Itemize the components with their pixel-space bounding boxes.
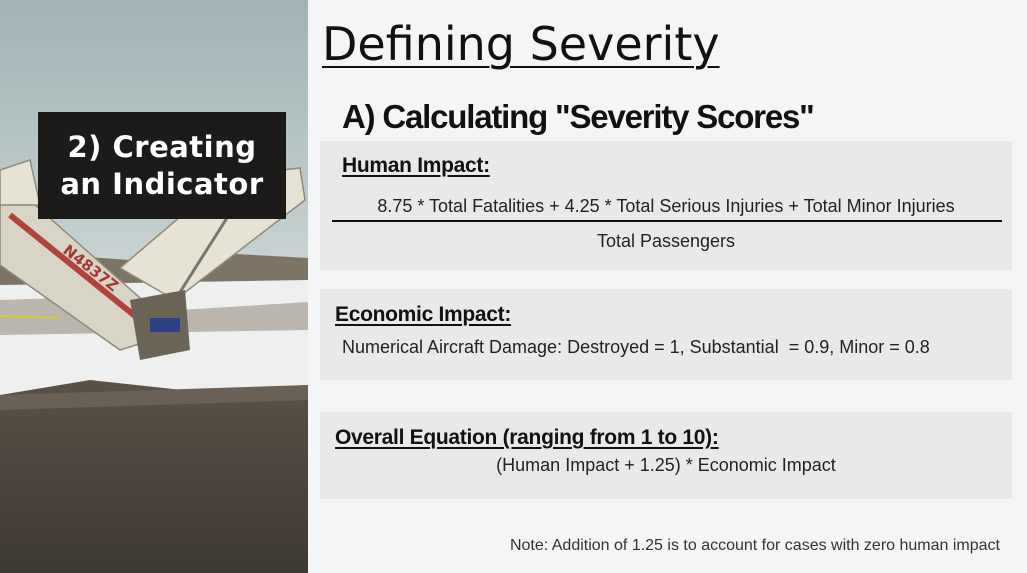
section-badge-line-2: an Indicator bbox=[60, 166, 264, 201]
footnote: Note: Addition of 1.25 is to account for… bbox=[509, 537, 1000, 554]
human-impact-denominator: Total Passengers bbox=[596, 231, 736, 251]
human-impact-label: Human Impact: bbox=[342, 154, 490, 177]
human-impact-numerator: 8.75 * Total Fatalities + 4.25 * Total S… bbox=[377, 196, 955, 216]
economic-impact-formula: Numerical Aircraft Damage: Destroyed = 1… bbox=[342, 337, 930, 357]
overall-equation-formula: (Human Impact + 1.25) * Economic Impact bbox=[496, 455, 836, 475]
section-badge-line-1: 2) Creating bbox=[67, 129, 257, 164]
overall-equation-label: Overall Equation (ranging from 1 to 10): bbox=[335, 426, 719, 449]
human-impact-card: Human Impact: 8.75 * Total Fatalities + … bbox=[320, 141, 1012, 270]
fraction-bar bbox=[332, 220, 1002, 222]
section-badge: 2) Creating an Indicator bbox=[38, 112, 286, 219]
economic-impact-card: Economic Impact: Numerical Aircraft Dama… bbox=[320, 289, 1012, 380]
crash-photo: N4837Z 2) Creating an Indicator bbox=[0, 0, 308, 573]
overall-equation-card: Overall Equation (ranging from 1 to 10):… bbox=[320, 412, 1012, 499]
page-title: Defining Severity bbox=[322, 17, 720, 71]
economic-impact-label: Economic Impact: bbox=[335, 303, 512, 326]
crashed-plane-image: N4837Z bbox=[0, 0, 308, 573]
section-heading: A) Calculating "Severity Scores" bbox=[342, 98, 815, 135]
